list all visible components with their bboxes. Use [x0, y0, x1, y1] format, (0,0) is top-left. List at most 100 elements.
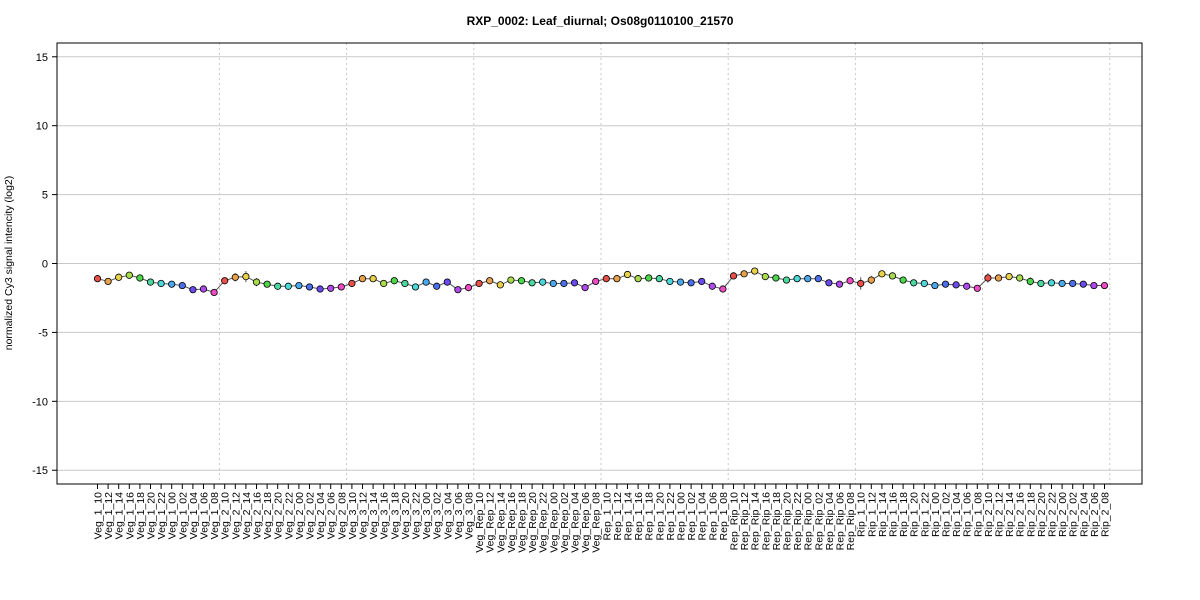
x-tick-label: Veg_3_12 [358, 492, 370, 539]
data-point [1069, 279, 1077, 288]
data-point [337, 283, 345, 291]
x-tick-label: Rip_1_10 [856, 492, 868, 537]
data-point [804, 275, 812, 283]
x-tick-label: Veg_1_04 [188, 492, 200, 539]
data-point [1047, 279, 1056, 287]
y-tick-label: 10 [36, 121, 48, 133]
data-point [846, 277, 854, 285]
x-tick-label: Veg_2_16 [252, 492, 264, 539]
x-tick-label: Veg_1_12 [103, 492, 115, 539]
x-tick-label: Veg_1_00 [167, 492, 179, 539]
data-point [560, 279, 568, 288]
y-tick-label: 15 [36, 52, 48, 64]
x-tick-label: Rip_2_20 [1036, 492, 1048, 537]
data-point [888, 272, 897, 280]
data-point [115, 273, 123, 281]
x-tick-label: Rep_1_18 [644, 492, 656, 541]
point-layer [93, 267, 1109, 297]
x-tick-label: Veg_2_22 [283, 492, 295, 539]
data-point [1016, 274, 1024, 282]
x-tick-label: Rep_1_06 [707, 492, 719, 541]
x-tick-label: Veg_1_10 [93, 492, 105, 539]
x-tick-label: Rip_1_22 [919, 492, 931, 537]
data-point [623, 270, 632, 279]
x-tick-label: Rep_Rip_06 [835, 492, 847, 551]
data-point [295, 281, 303, 290]
data-point [719, 285, 727, 293]
grid-layer [57, 56, 1142, 471]
data-point [772, 274, 780, 282]
data-point [708, 282, 716, 290]
data-point [687, 279, 695, 287]
data-point [348, 279, 356, 288]
x-tick-label: Rip_2_04 [1078, 492, 1090, 537]
data-point [199, 285, 208, 293]
data-point [814, 275, 822, 283]
data-point [634, 275, 642, 283]
data-point [390, 277, 398, 285]
data-point [475, 279, 483, 288]
data-point [231, 273, 239, 281]
data-point [655, 275, 663, 283]
data-point [1100, 281, 1109, 290]
x-tick-label: Veg_Rep_04 [570, 492, 582, 553]
x-tick-label: Rep_1_20 [654, 492, 666, 541]
x-tick-label: Rip_1_00 [930, 492, 942, 537]
data-point [952, 281, 960, 289]
data-point [602, 275, 610, 283]
data-point [994, 274, 1003, 282]
data-point [443, 278, 451, 286]
data-point [729, 272, 738, 280]
x-tick-label: Rep_1_12 [612, 492, 624, 541]
x-tick-label: Veg_Rep_06 [580, 492, 592, 553]
x-tick-label: Veg_1_06 [199, 492, 211, 539]
data-point [305, 283, 314, 291]
data-point [157, 279, 165, 288]
x-axis: Veg_1_10Veg_1_12Veg_1_14Veg_1_16Veg_1_18… [93, 484, 1112, 553]
x-tick-label: Rip_1_02 [941, 492, 953, 537]
x-tick-label: Veg_Rep_12 [485, 492, 497, 553]
x-tick-label: Veg_Rep_22 [538, 492, 550, 553]
data-point [252, 278, 261, 286]
x-tick-label: Rep_Rip_12 [739, 492, 751, 551]
x-tick-label: Veg_2_08 [336, 492, 348, 539]
data-point [411, 283, 420, 291]
data-point [920, 279, 928, 288]
x-tick-label: Rep_Rip_08 [845, 492, 857, 551]
data-point [963, 282, 971, 290]
x-tick-label: Veg_3_00 [421, 492, 433, 539]
data-point [221, 277, 229, 285]
x-tick-label: Rip_2_06 [1089, 492, 1101, 537]
data-point [178, 281, 186, 290]
x-tick-label: Veg_2_18 [262, 492, 274, 539]
data-point [1058, 279, 1066, 288]
x-tick-label: Rip_1_16 [888, 492, 900, 537]
y-tick-label: 0 [42, 259, 48, 271]
y-tick-label: -15 [32, 465, 48, 477]
x-tick-label: Rep_1_10 [601, 492, 613, 541]
x-tick-label: Veg_2_06 [326, 492, 338, 539]
y-tick-label: -5 [38, 327, 48, 339]
data-point [613, 275, 621, 283]
data-point [825, 279, 833, 287]
x-tick-label: Veg_Rep_14 [495, 492, 507, 553]
data-point [751, 267, 759, 275]
data-point [867, 276, 875, 284]
x-tick-label: Veg_3_20 [400, 492, 412, 539]
data-point [327, 284, 335, 292]
data-point [507, 276, 515, 284]
data-point [242, 272, 250, 281]
x-tick-label: Veg_2_04 [315, 492, 327, 539]
x-tick-label: Rep_Rip_00 [803, 492, 815, 551]
data-point [263, 280, 271, 288]
x-tick-label: Rep_1_02 [686, 492, 698, 541]
y-tick-label: 5 [42, 190, 48, 202]
data-point [1079, 280, 1087, 288]
data-point [782, 276, 791, 284]
x-tick-label: Veg_3_06 [453, 492, 465, 539]
x-tick-label: Veg_2_20 [273, 492, 285, 539]
data-point [401, 279, 409, 288]
data-point [676, 278, 685, 286]
data-point [454, 286, 462, 294]
